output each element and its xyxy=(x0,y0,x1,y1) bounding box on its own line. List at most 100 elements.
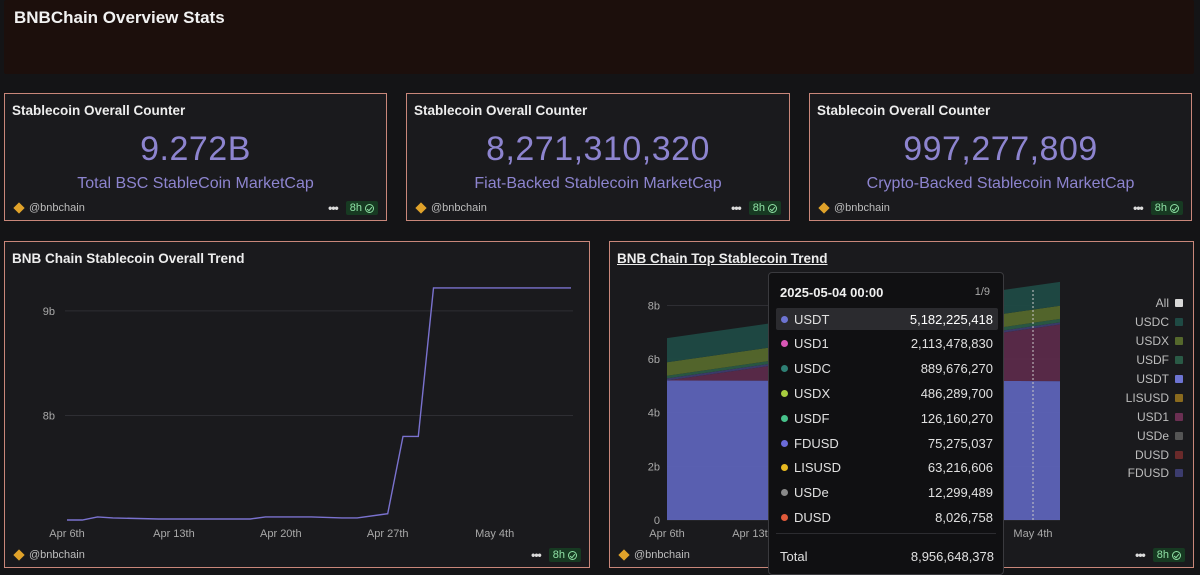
series-value: 5,182,225,418 xyxy=(909,311,993,327)
source-link[interactable]: @bnbchain xyxy=(618,549,690,561)
legend-swatch xyxy=(1175,412,1183,421)
x-tick-label: Apr 6th xyxy=(49,528,84,540)
legend-item-fdusd[interactable]: FDUSD xyxy=(1128,464,1183,483)
legend-swatch xyxy=(1175,469,1183,478)
legend-item-usde[interactable]: USDe xyxy=(1137,426,1183,445)
source-handle: @bnbchain xyxy=(29,549,85,561)
counter-card-total: Stablecoin Overall Counter 9.272B Total … xyxy=(4,93,387,221)
source-handle: @bnbchain xyxy=(29,202,85,214)
counter-value: 8,271,310,320 xyxy=(486,130,710,168)
source-link[interactable]: @bnbchain xyxy=(13,202,85,214)
counter-value: 997,277,809 xyxy=(903,130,1098,168)
legend-swatch xyxy=(1175,356,1183,365)
series-dot-icon xyxy=(781,389,788,397)
tooltip-row-lisusd: LISUSD 63,216,606 xyxy=(776,457,998,479)
x-tick-label: Apr 13th xyxy=(732,528,774,540)
tooltip-date: 2025-05-04 00:00 xyxy=(780,285,884,300)
series-name: FDUSD xyxy=(794,435,839,451)
source-link[interactable]: @bnbchain xyxy=(818,202,890,214)
series-value: 2,113,478,830 xyxy=(910,336,993,352)
chart-legend: All USDC USDX USDF USDT LISUSD USD1 USDe DUSD FDU… xyxy=(1126,294,1183,483)
source-handle: @bnbchain xyxy=(834,202,890,214)
refresh-age-badge[interactable]: 8h xyxy=(1152,548,1185,562)
tooltip-divider xyxy=(776,533,996,534)
series-dot-icon xyxy=(781,365,788,373)
overall-trend-card: BNB Chain Stablecoin Overall Trend 8b 9b A… xyxy=(4,241,590,568)
legend-label: USDe xyxy=(1136,428,1169,443)
more-options-icon[interactable]: ••• xyxy=(328,201,339,215)
y-tick-label: 9b xyxy=(43,306,55,318)
check-circle-icon xyxy=(1170,203,1179,213)
x-tick-label: May 4th xyxy=(1013,528,1052,540)
total-value: 8,956,648,378 xyxy=(910,549,994,564)
legend-swatch xyxy=(1175,318,1183,327)
more-options-icon[interactable]: ••• xyxy=(531,548,542,562)
series-dot-icon xyxy=(781,513,788,521)
more-options-icon[interactable]: ••• xyxy=(1135,548,1146,562)
legend-label: LISUSD xyxy=(1125,390,1169,405)
series-name: DUSD xyxy=(794,509,831,525)
legend-item-usd1[interactable]: USD1 xyxy=(1137,407,1183,426)
card-title: Stablecoin Overall Counter xyxy=(12,103,186,118)
legend-item-dusd[interactable]: DUSD xyxy=(1135,445,1183,464)
series-name: USDe xyxy=(794,485,829,501)
y-tick-label: 8b xyxy=(43,410,55,422)
age-label: 8h xyxy=(349,202,362,214)
counter-label: Fiat-Backed Stablecoin MarketCap xyxy=(474,175,722,192)
tooltip-row-usdc: USDC 889,676,270 xyxy=(776,358,998,380)
check-circle-icon xyxy=(365,203,374,213)
refresh-age-badge[interactable]: 8h xyxy=(1150,201,1183,215)
tooltip-row-usde: USDe 12,299,489 xyxy=(776,482,998,504)
card-title[interactable]: BNB Chain Top Stablecoin Trend xyxy=(617,251,828,266)
refresh-age-badge[interactable]: 8h xyxy=(548,548,581,562)
legend-item-usdx[interactable]: USDX xyxy=(1136,332,1183,351)
legend-swatch xyxy=(1175,299,1183,308)
card-title: Stablecoin Overall Counter xyxy=(817,103,991,118)
y-tick-label: 4b xyxy=(648,408,660,420)
more-options-icon[interactable]: ••• xyxy=(1133,201,1144,215)
source-link[interactable]: @bnbchain xyxy=(415,202,487,214)
legend-label: USDF xyxy=(1136,353,1169,368)
legend-swatch xyxy=(1175,337,1183,346)
tooltip-row-usdx: USDX 486,289,700 xyxy=(776,382,998,404)
legend-item-usdt[interactable]: USDT xyxy=(1136,370,1183,389)
tooltip-total: Total 8,956,648,378 xyxy=(780,549,994,564)
check-circle-icon xyxy=(768,203,777,213)
age-label: 8h xyxy=(1156,549,1169,561)
legend-item-usdc[interactable]: USDC xyxy=(1135,313,1183,332)
legend-swatch xyxy=(1175,450,1183,459)
x-tick-label: May 4th xyxy=(475,528,514,540)
series-dot-icon xyxy=(781,464,788,472)
refresh-age-badge[interactable]: 8h xyxy=(748,201,781,215)
counter-label: Crypto-Backed Stablecoin MarketCap xyxy=(866,175,1135,192)
legend-item-lisusd[interactable]: LISUSD xyxy=(1126,388,1183,407)
series-name: USDX xyxy=(794,385,831,401)
tooltip-page-indicator[interactable]: 1/9 xyxy=(974,286,990,298)
legend-item-all[interactable]: All xyxy=(1156,294,1183,313)
series-value: 8,026,758 xyxy=(935,509,993,525)
series-name: USDC xyxy=(794,361,831,377)
age-label: 8h xyxy=(752,202,765,214)
bnb-logo-icon xyxy=(818,202,830,214)
trend-line[interactable] xyxy=(67,287,571,521)
refresh-age-badge[interactable]: 8h xyxy=(345,201,378,215)
series-name: USDF xyxy=(794,410,830,426)
overall-trend-chart[interactable]: 8b 9b Apr 6th Apr 13th Apr 20th Apr 27th May 4… xyxy=(5,242,589,567)
x-tick-label: Apr 13th xyxy=(153,528,195,540)
legend-label: All xyxy=(1155,296,1169,311)
bnb-logo-icon xyxy=(618,549,630,561)
legend-item-usdf[interactable]: USDF xyxy=(1136,351,1183,370)
y-tick-label: 2b xyxy=(648,461,660,473)
series-name: USD1 xyxy=(794,336,829,352)
page-header: BNBChain Overview Stats xyxy=(4,0,1194,74)
source-link[interactable]: @bnbchain xyxy=(13,549,85,561)
legend-label: FDUSD xyxy=(1127,466,1169,481)
legend-label: USDC xyxy=(1134,315,1169,330)
more-options-icon[interactable]: ••• xyxy=(731,201,742,215)
x-tick-label: Apr 27th xyxy=(367,528,409,540)
tooltip-row-usdf: USDF 126,160,270 xyxy=(776,407,998,429)
series-name: USDT xyxy=(794,311,830,327)
chart-tooltip: 2025-05-04 00:00 1/9 USDT 5,182,225,418 US… xyxy=(768,272,1004,575)
card-title: BNB Chain Stablecoin Overall Trend xyxy=(12,251,245,266)
total-label: Total xyxy=(780,549,808,564)
